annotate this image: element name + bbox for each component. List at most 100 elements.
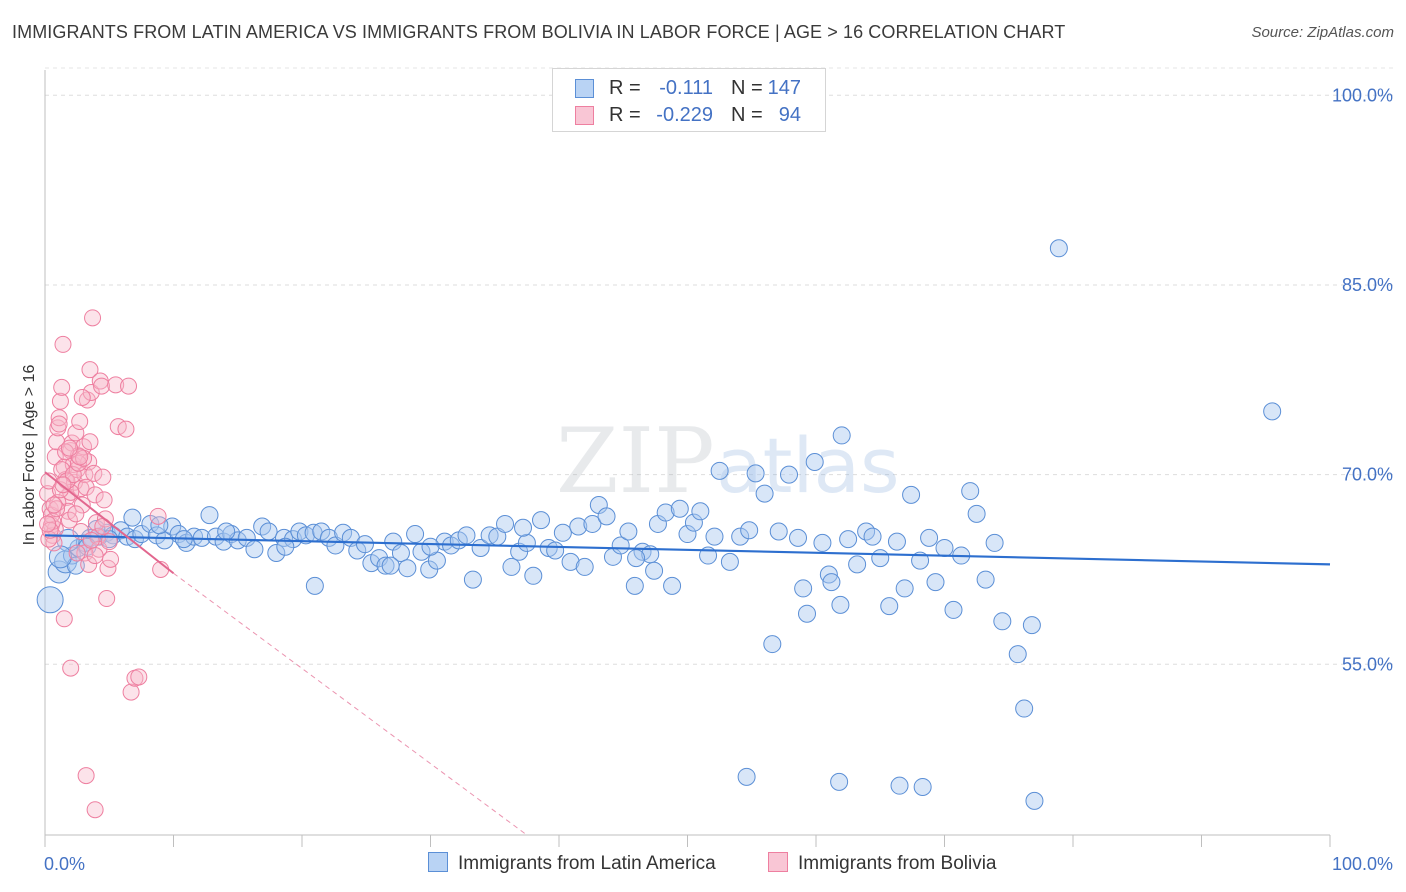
n-value: 94 (778, 104, 801, 126)
latin-america-point (502, 557, 521, 576)
latin-america-point (830, 772, 849, 791)
latin-america-point (259, 522, 278, 541)
latin-america-point (312, 522, 331, 541)
latin-america-point (848, 555, 867, 574)
latin-america-point (746, 464, 765, 483)
latin-america-point (1022, 616, 1041, 635)
legend-swatch-pink (768, 852, 788, 872)
bolivia-point (64, 466, 82, 484)
latin-america-point (217, 522, 236, 541)
bolivia-point (149, 507, 167, 525)
latin-america-point (1008, 645, 1027, 664)
latin-america-point (561, 552, 580, 571)
latin-america-point (546, 541, 565, 560)
bolivia-point (82, 531, 100, 549)
latin-america-point (822, 573, 841, 592)
bolivia-point (85, 464, 103, 482)
bolivia-point (69, 454, 87, 472)
legend-swatch-blue (428, 852, 448, 872)
latin-america-point (163, 517, 182, 536)
bolivia-point (73, 496, 91, 514)
latin-america-point (267, 544, 286, 563)
latin-america-point (406, 525, 425, 544)
legend-item-bolivia: Immigrants from Bolivia (768, 852, 997, 875)
bolivia-point (120, 377, 138, 395)
latin-america-point (569, 517, 588, 536)
bolivia-point (45, 496, 63, 514)
latin-america-point (920, 528, 939, 547)
latin-america-point (245, 540, 264, 559)
latin-america-point (944, 600, 963, 619)
latin-america-point (123, 508, 142, 527)
latin-america-point (185, 527, 204, 546)
bolivia-point (50, 409, 68, 427)
bolivia-point (122, 683, 140, 701)
gridlines (45, 67, 1395, 665)
bolivia-point (54, 335, 72, 353)
latin-america-point (863, 527, 882, 546)
axes (44, 70, 1331, 847)
legend-label-bolivia: Immigrants from Bolivia (798, 853, 997, 874)
bolivia-trend-extension (173, 572, 528, 836)
latin-america-point (684, 513, 703, 532)
latin-america-point (731, 527, 750, 546)
bolivia-point (39, 515, 57, 533)
swatch-pink (575, 106, 594, 125)
latin-america-point (769, 522, 788, 541)
bolivia-point (60, 439, 78, 457)
latin-america-point (463, 570, 482, 589)
latin-america-point (911, 551, 930, 570)
latin-america-point (832, 426, 851, 445)
latin-america-point (514, 518, 533, 537)
latin-america-point (1049, 239, 1068, 258)
latin-america-point (36, 586, 64, 614)
latin-america-point (926, 573, 945, 592)
latin-america-point (780, 465, 799, 484)
latin-america-point (839, 530, 858, 549)
latin-america-point (391, 544, 410, 563)
latin-america-point (398, 559, 417, 578)
latin-america-point (1263, 402, 1282, 421)
bolivia-point (73, 388, 91, 406)
latin-america-point (496, 514, 515, 533)
legend-item-latin-america: Immigrants from Latin America (428, 852, 716, 875)
bolivia-point (53, 378, 71, 396)
n-label: N = (731, 104, 763, 126)
latin-america-point (805, 452, 824, 471)
bolivia-point (86, 486, 104, 504)
latin-america-point (524, 566, 543, 585)
stats-legend: R = -0.111 N = 147 R = -0.229 N = 94 (552, 68, 826, 132)
latin-america-point (1025, 791, 1044, 810)
bolivia-point (81, 433, 99, 451)
trend-lines (44, 471, 1331, 836)
y-tick-label: 70.0% (1342, 465, 1393, 485)
y-axis-title: In Labor Force | Age > 16 (21, 365, 38, 546)
bolivia-point (77, 767, 95, 785)
latin-america-point (976, 570, 995, 589)
latin-america-point (831, 595, 850, 614)
bolivia-point (82, 383, 100, 401)
latin-america-point (627, 549, 646, 568)
chart-source: Source: ZipAtlas.com (1251, 24, 1394, 41)
n-label: N = (731, 77, 763, 99)
x-tick-label-min: 0.0% (44, 854, 85, 874)
bolivia-point (81, 361, 99, 379)
latin-america-point (663, 576, 682, 595)
latin-america-point (755, 484, 774, 503)
bolivia-point (51, 392, 69, 410)
bolivia-point (84, 309, 102, 327)
latin-america-point (740, 521, 759, 540)
bolivia-point (71, 413, 89, 431)
bolivia-point (50, 415, 68, 433)
latin-america-point (150, 516, 169, 535)
latin-america-point (798, 604, 817, 623)
stats-row-latin-america: R = -0.111 N = 147 (553, 75, 825, 101)
bolivia-point (67, 505, 85, 523)
bolivia-point (55, 610, 73, 628)
latin-america-point (471, 538, 490, 557)
bolivia-point (60, 511, 78, 529)
r-label: R = (609, 77, 641, 99)
latin-america-point (737, 767, 756, 786)
r-value: -0.229 (656, 104, 713, 126)
bolivia-point (102, 550, 120, 568)
